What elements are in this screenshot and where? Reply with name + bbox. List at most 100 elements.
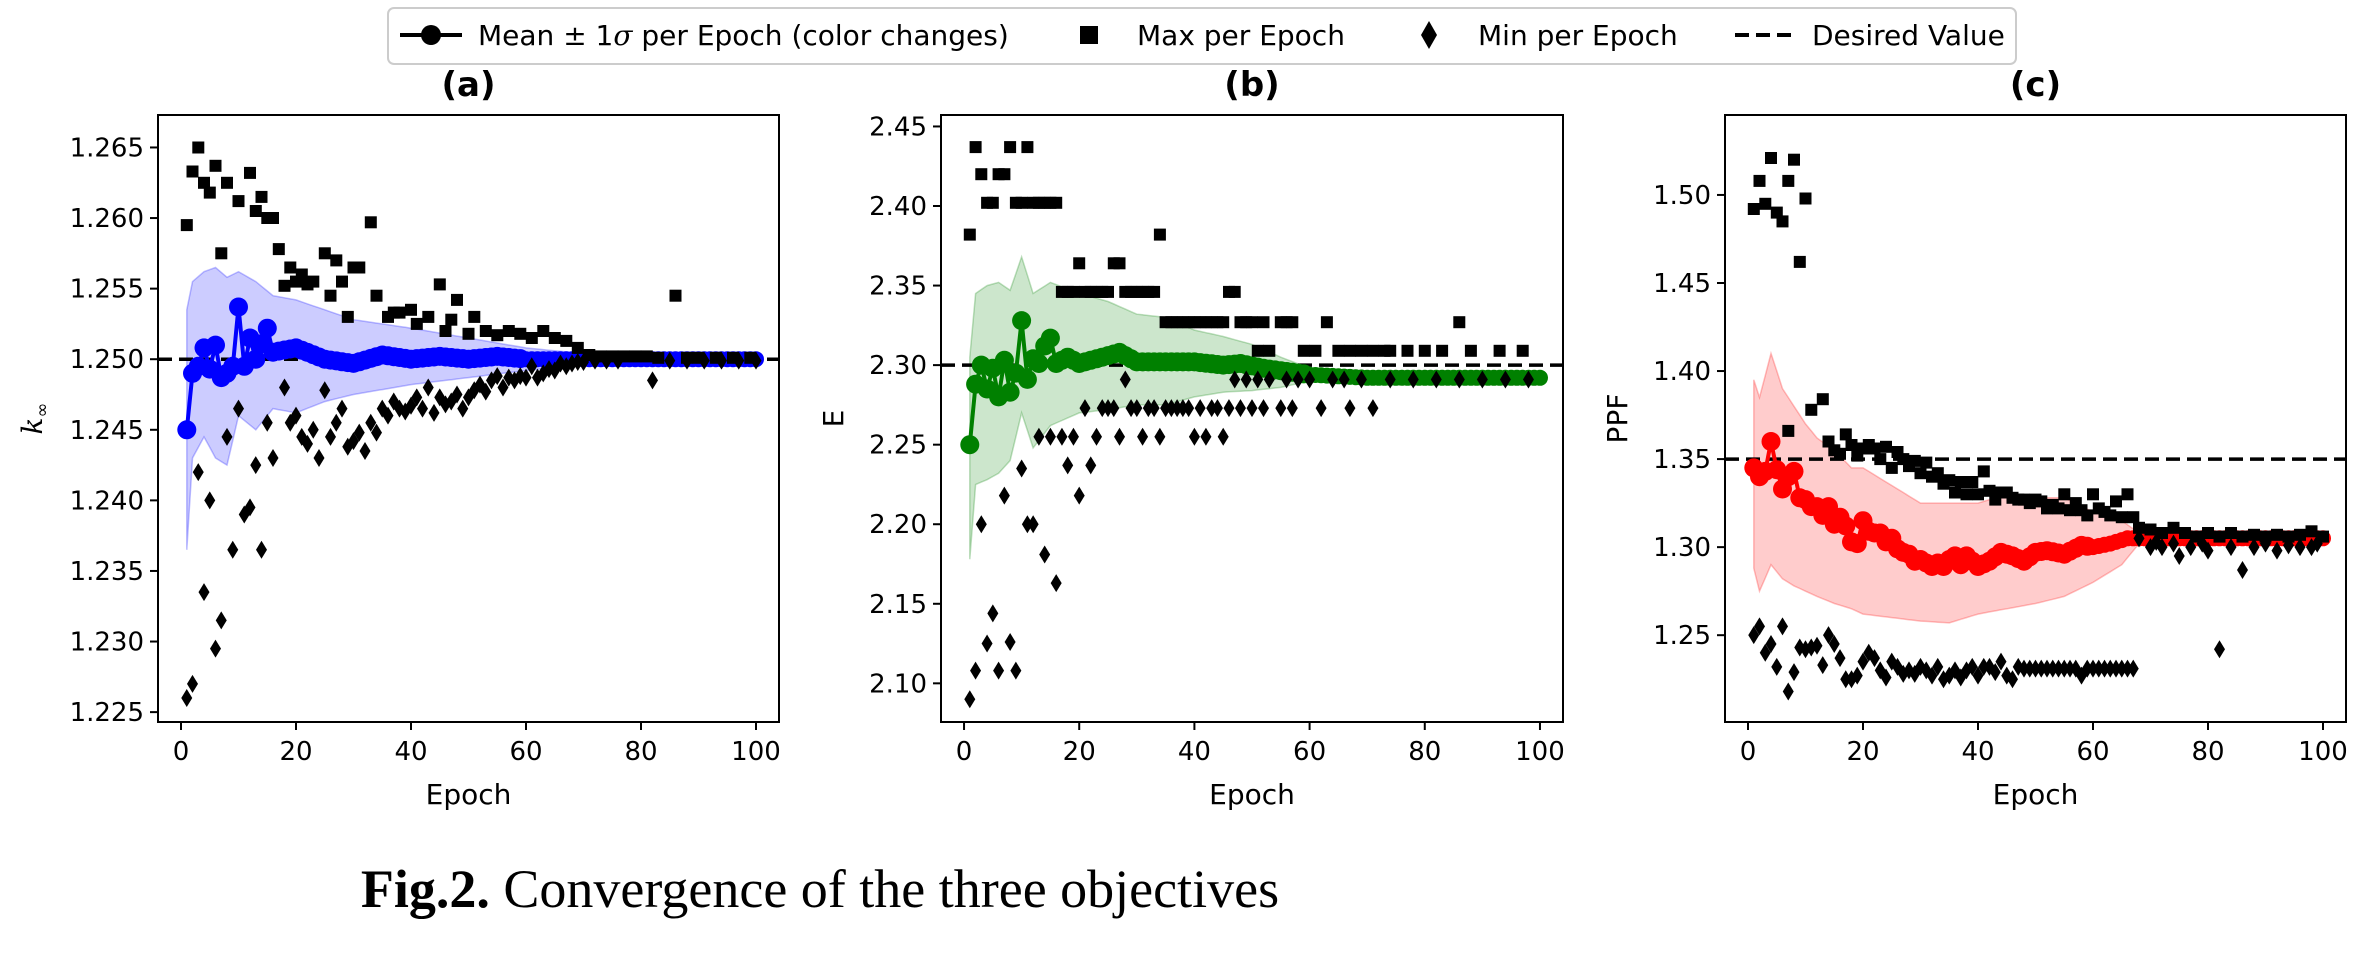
max-point	[215, 247, 228, 260]
max-point	[1332, 344, 1345, 357]
min-point	[204, 491, 216, 510]
min-point	[1754, 617, 1765, 636]
max-point	[272, 243, 285, 256]
min-point	[382, 406, 394, 425]
min-point	[1200, 427, 1212, 446]
min-point	[975, 515, 987, 534]
max-point	[336, 275, 348, 288]
max-point	[1516, 344, 1529, 357]
min-point	[2116, 659, 2128, 678]
max-point	[221, 176, 233, 189]
max-point	[1931, 467, 1944, 480]
min-point	[2064, 659, 2076, 678]
legend-desired-label: Desired Value	[1812, 19, 2005, 52]
y-tick-label: 2.25	[869, 431, 927, 461]
panel-title: (c)	[2010, 65, 2061, 105]
min-point	[964, 690, 976, 709]
figure-canvas: Mean ± 1σ per Epoch (color changes) Max …	[16, 7, 2348, 811]
max-point	[353, 261, 366, 274]
min-point	[417, 399, 428, 418]
max-point	[1816, 393, 1829, 406]
max-point	[537, 325, 550, 337]
min-point	[1748, 626, 1760, 645]
max-point	[2081, 509, 2094, 522]
min-point	[1771, 657, 1783, 676]
min-point	[2093, 659, 2105, 678]
min-point	[2058, 659, 2070, 678]
y-tick-label: 1.35	[1653, 445, 1711, 475]
max-point	[479, 325, 492, 337]
max-point	[1799, 192, 1812, 205]
min-point	[1932, 657, 1944, 676]
figure-caption: Fig.2. Convergence of the three objectiv…	[0, 858, 1640, 920]
max-point	[462, 327, 475, 340]
min-point	[2122, 659, 2133, 678]
min-point	[457, 399, 469, 418]
y-axis-label-sub: ∞	[32, 403, 53, 418]
max-point	[422, 310, 435, 323]
min-point	[187, 674, 198, 693]
min-point	[1978, 657, 1990, 676]
max-point	[2058, 488, 2071, 501]
max-point	[267, 212, 279, 224]
min-point	[1315, 399, 1327, 418]
min-point	[371, 423, 382, 442]
max-point	[1366, 344, 1379, 357]
min-point	[1823, 626, 1834, 645]
mean-point	[1532, 369, 1548, 386]
y-tick-label: 1.50	[1653, 181, 1711, 211]
min-point	[2007, 670, 2018, 689]
x-tick-label: 20	[279, 737, 312, 767]
min-point	[578, 353, 589, 372]
std-band	[186, 266, 757, 550]
min-point	[1108, 399, 1120, 418]
min-point	[1246, 399, 1258, 418]
min-point	[2185, 538, 2197, 557]
min-point	[601, 351, 612, 370]
max-point	[652, 351, 665, 364]
min-point	[1275, 399, 1287, 418]
min-point	[428, 403, 440, 422]
min-point	[411, 388, 423, 407]
std-band	[1753, 350, 2324, 624]
min-point	[1453, 370, 1465, 389]
max-point	[1015, 196, 1028, 209]
max-point	[548, 332, 561, 344]
min-point	[1033, 427, 1045, 446]
max-point	[1073, 257, 1086, 270]
mean-point	[960, 435, 980, 455]
mean-point	[177, 420, 197, 440]
max-point	[1251, 344, 1264, 357]
y-axis-label-main: k	[16, 418, 49, 435]
min-point	[250, 456, 262, 475]
min-point	[497, 378, 509, 397]
max-point	[186, 165, 199, 178]
min-point	[1091, 427, 1102, 446]
mean-point	[246, 349, 266, 369]
min-point	[750, 351, 762, 370]
mean-point	[994, 350, 1014, 370]
min-point	[2202, 541, 2214, 560]
max-point	[445, 313, 458, 326]
min-point	[451, 385, 463, 404]
min-point	[330, 413, 342, 432]
y-tick-label: 2.45	[869, 112, 927, 142]
min-point	[664, 351, 676, 370]
max-point	[1067, 285, 1080, 298]
x-tick-label: 100	[731, 737, 781, 767]
y-tick-label: 1.260	[70, 204, 144, 234]
max-point	[468, 310, 481, 323]
mean-point	[1040, 328, 1060, 348]
max-point	[1839, 428, 1852, 441]
min-point	[526, 357, 538, 376]
x-tick-label: 20	[1063, 737, 1096, 767]
max-point	[1263, 344, 1276, 357]
max-point	[969, 141, 982, 154]
min-point	[1062, 456, 1074, 475]
x-tick-label: 0	[173, 737, 190, 767]
min-point	[2214, 640, 2225, 659]
x-tick-label: 60	[1293, 737, 1326, 767]
max-point	[2248, 528, 2260, 541]
y-tick-label: 1.25	[1653, 621, 1711, 651]
min-point	[1073, 486, 1085, 505]
